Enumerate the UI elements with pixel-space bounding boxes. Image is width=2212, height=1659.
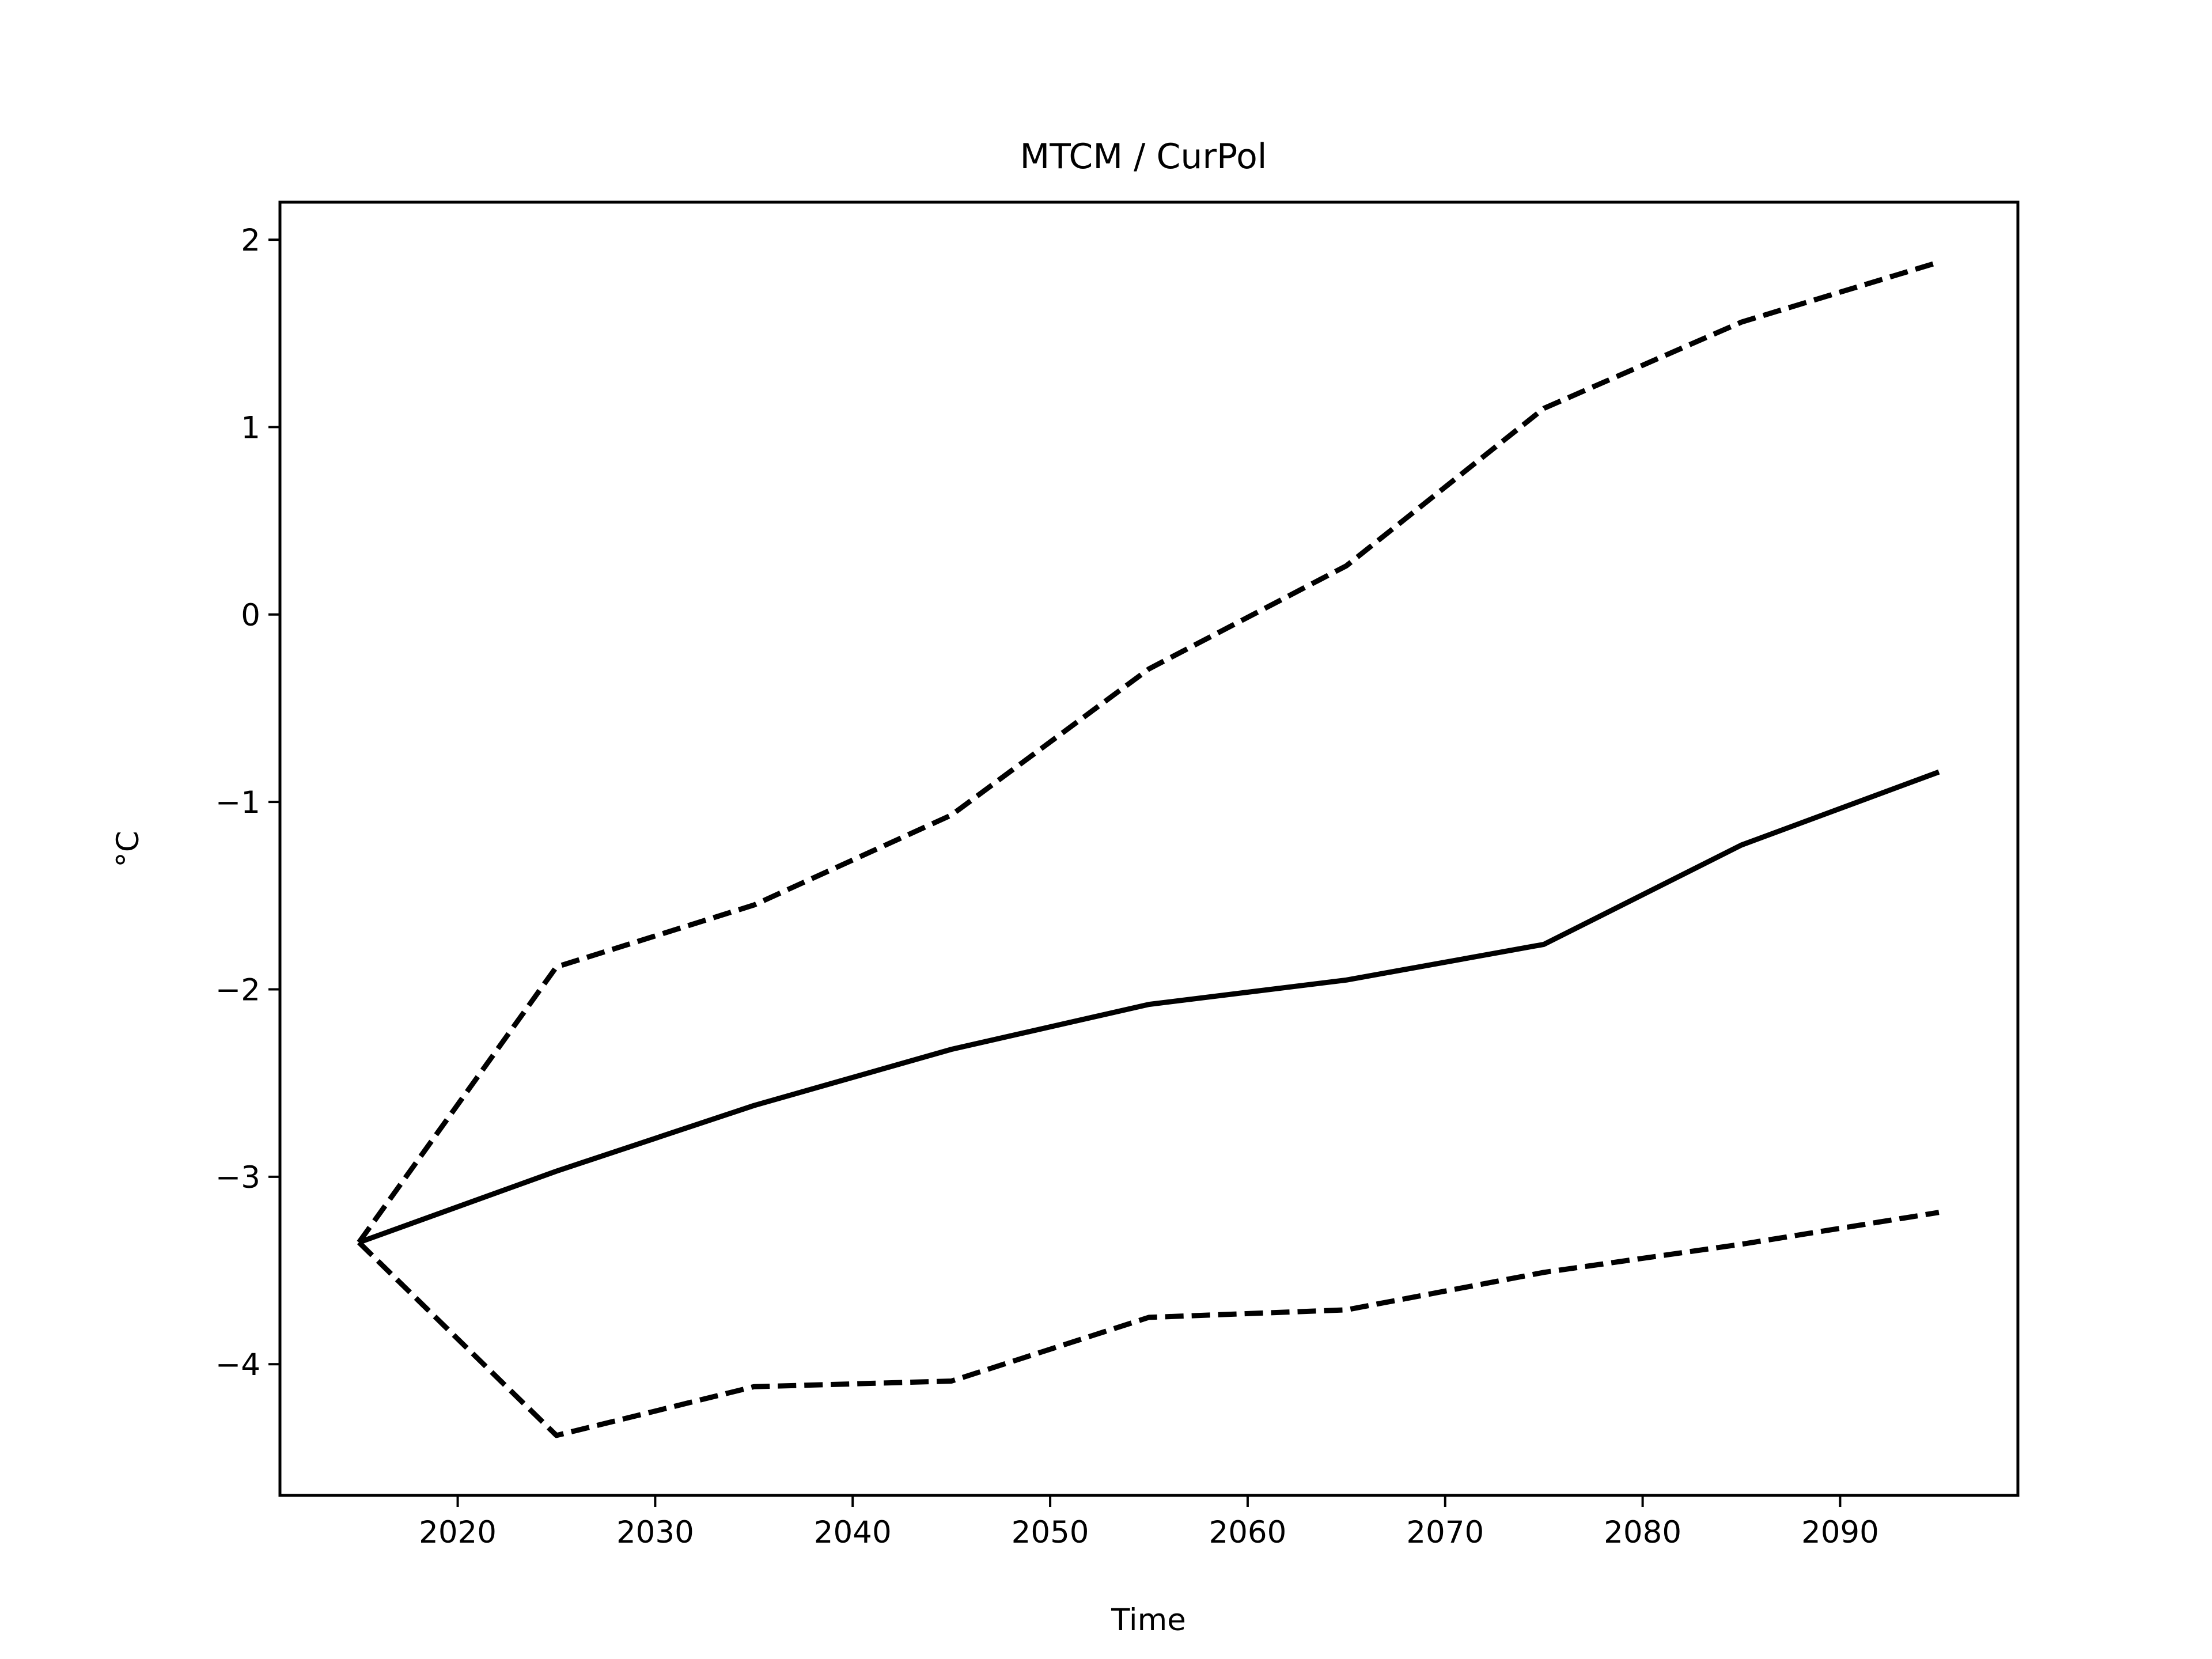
y-tick-label: −4 <box>215 1347 260 1382</box>
y-tick-label: −3 <box>215 1160 260 1195</box>
y-tick-label: 0 <box>241 598 260 633</box>
chart-title: MTCM / CurPol <box>1020 137 1267 177</box>
x-tick-label: 2090 <box>1801 1515 1879 1550</box>
dashed-series-line-2 <box>357 1210 1940 1438</box>
y-tick-label: −2 <box>215 973 260 1008</box>
x-tick-label: 2050 <box>1012 1515 1089 1550</box>
x-tick-label: 2080 <box>1604 1515 1681 1550</box>
y-tick-label: 1 <box>241 410 260 445</box>
x-tick-label: 2040 <box>814 1515 892 1550</box>
x-tick-label: 2020 <box>419 1515 497 1550</box>
x-tick-label: 2030 <box>616 1515 694 1550</box>
ticks-layer: 2020 2030 2040 2050 2060 2070 2080 2090 2 1 0 −1 −2 −… <box>215 223 1879 1550</box>
x-tick-label: 2060 <box>1209 1515 1286 1550</box>
series-layer <box>357 259 1940 1438</box>
y-tick-label: −1 <box>215 785 260 820</box>
plot-frame <box>278 200 2020 1497</box>
dashed-series-line-0 <box>357 259 1940 1244</box>
solid-series-line-1 <box>358 769 1940 1245</box>
y-tick-label: 2 <box>241 223 260 258</box>
x-tick-label: 2070 <box>1406 1515 1484 1550</box>
x-axis-label: Time <box>1111 1603 1186 1638</box>
y-axis-label: °C <box>111 831 146 868</box>
